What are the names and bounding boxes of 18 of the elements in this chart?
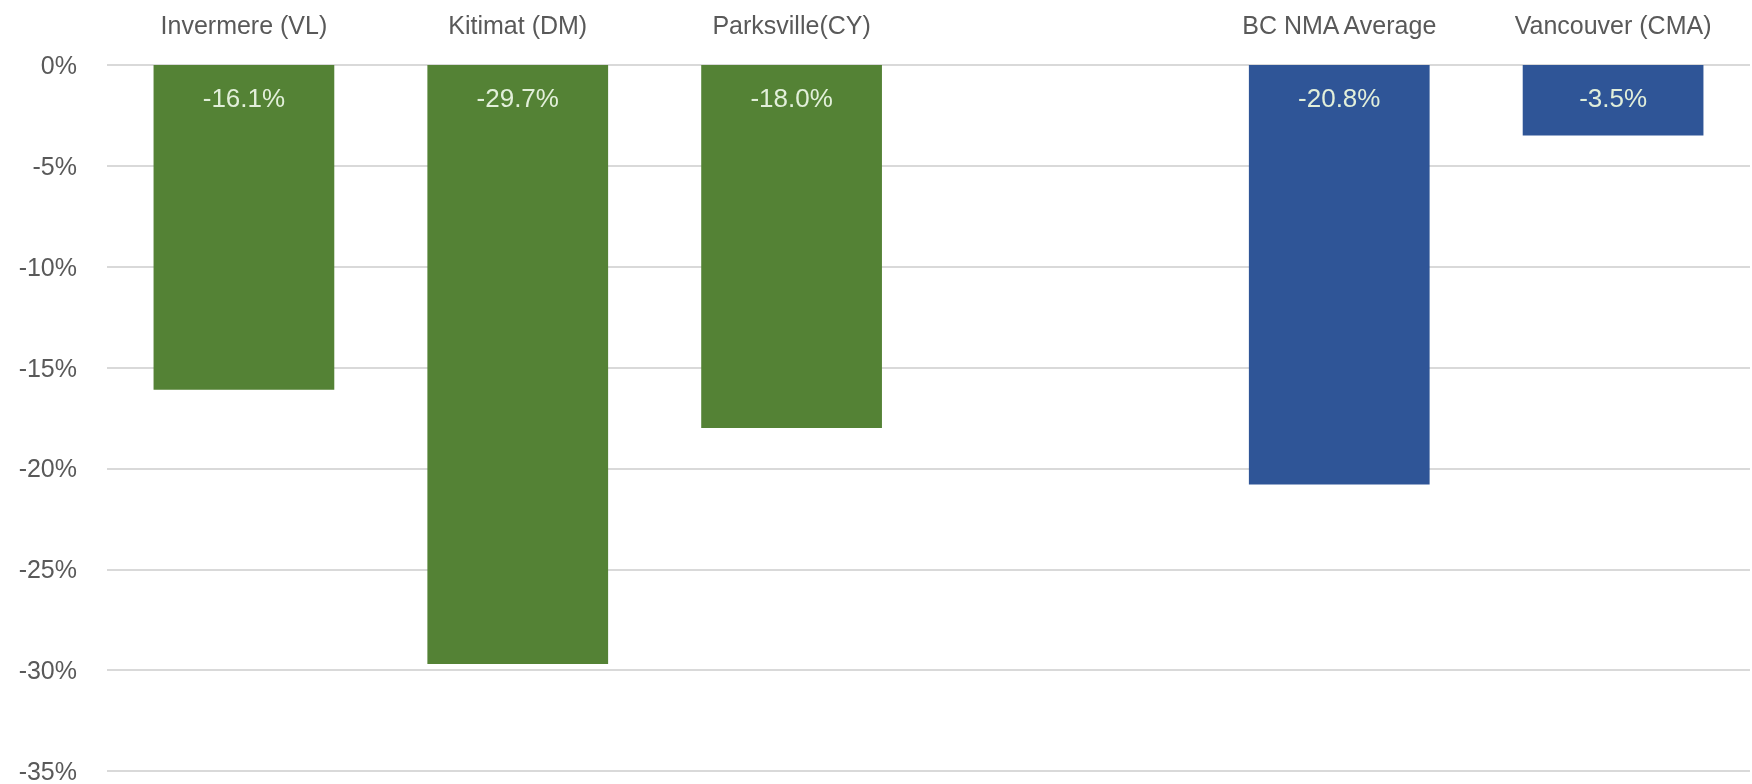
y-tick-label: -5% bbox=[32, 151, 77, 180]
y-tick-label: -30% bbox=[18, 656, 77, 685]
data-label: -29.7% bbox=[476, 83, 559, 113]
data-label: -18.0% bbox=[750, 83, 833, 113]
x-tick-label: Parksville(CY) bbox=[712, 10, 871, 39]
x-tick-label: Invermere (VL) bbox=[160, 10, 328, 39]
y-tick-label: 0% bbox=[40, 51, 77, 79]
y-tick-label: -10% bbox=[18, 252, 77, 281]
y-tick-label: -25% bbox=[18, 555, 77, 584]
x-tick-label: BC NMA Average bbox=[1242, 10, 1437, 39]
x-tick-label: Kitimat (DM) bbox=[448, 10, 588, 39]
data-label: -3.5% bbox=[1579, 83, 1648, 113]
data-label: -20.8% bbox=[1298, 83, 1381, 113]
data-label: -16.1% bbox=[202, 83, 286, 113]
x-tick-label: Vancouver (CMA) bbox=[1514, 10, 1712, 39]
y-tick-label: -15% bbox=[18, 353, 77, 382]
y-tick-label: -35% bbox=[18, 757, 77, 784]
y-tick-label: -20% bbox=[18, 454, 77, 483]
